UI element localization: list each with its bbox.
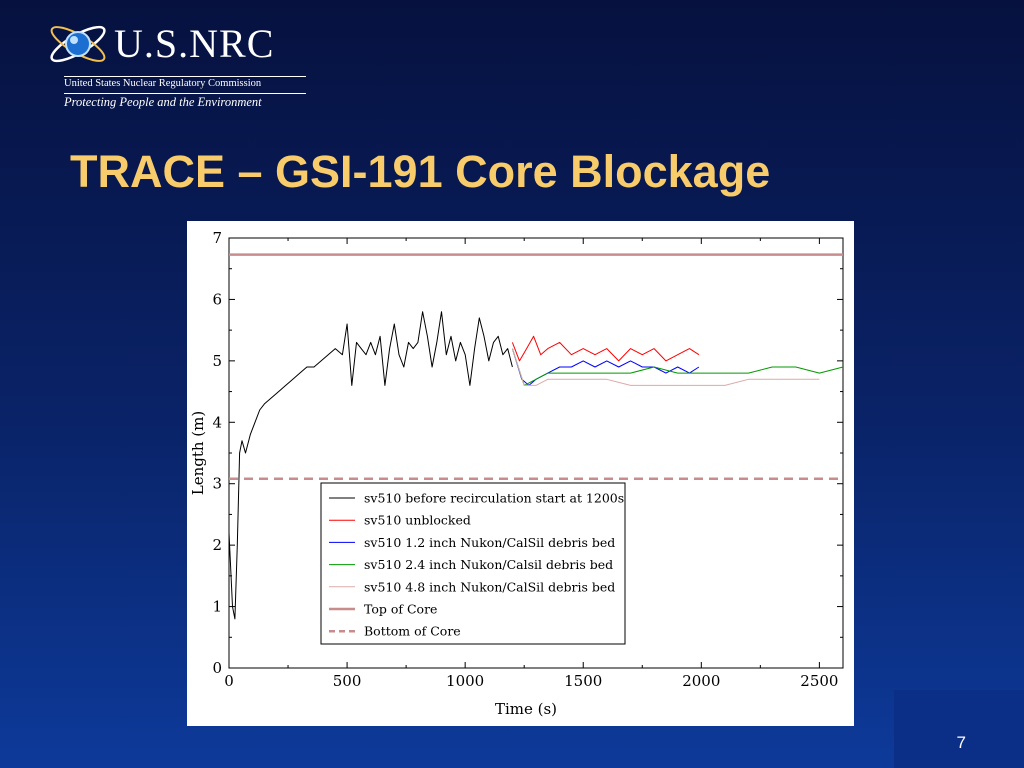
legend-box bbox=[320, 482, 626, 645]
x-tick-label: 0 bbox=[224, 672, 234, 690]
x-axis-label: Time (s) bbox=[495, 700, 557, 718]
x-tick-label: 1500 bbox=[564, 672, 602, 690]
logo-subtitle: United States Nuclear Regulatory Commiss… bbox=[64, 78, 262, 89]
legend-label: sv510 4.8 inch Nukon/CalSil debris bed bbox=[364, 579, 615, 594]
series-line-1 bbox=[511, 335, 700, 362]
chart-panel: 0 500 1000 1500 2000 2500 0 1 2 3 4 5 6 7 Time (s) Leng… bbox=[187, 221, 854, 726]
slide-title: TRACE – GSI-191 Core Blockage bbox=[70, 146, 771, 197]
logo-divider-2 bbox=[64, 93, 306, 94]
legend-label: Top of Core bbox=[364, 602, 437, 617]
page-number: 7 bbox=[956, 733, 966, 752]
logo-divider bbox=[64, 76, 306, 77]
corner-accent bbox=[894, 690, 1024, 768]
logo-tagline: Protecting People and the Environment bbox=[64, 95, 262, 109]
line-chart: 0 500 1000 1500 2000 2500 0 1 2 3 4 5 6 7 Time (s) Leng… bbox=[189, 229, 844, 718]
y-tick-label: 0 bbox=[212, 659, 222, 677]
series-line-3 bbox=[511, 348, 844, 386]
y-tick-label: 3 bbox=[212, 475, 222, 493]
nrc-logo: U.S.NRC United States Nuclear Regulatory… bbox=[44, 14, 314, 114]
series-line-0 bbox=[228, 311, 513, 620]
x-tick-label: 2000 bbox=[682, 672, 720, 690]
atom-logo-icon bbox=[50, 25, 106, 63]
legend-label: sv510 unblocked bbox=[364, 513, 471, 528]
series-line-4 bbox=[511, 348, 820, 386]
x-tick-label: 500 bbox=[333, 672, 362, 690]
x-tick-label: 1000 bbox=[446, 672, 484, 690]
x-tick-label: 2500 bbox=[800, 672, 838, 690]
y-tick-label: 1 bbox=[212, 598, 222, 616]
legend-label: Bottom of Core bbox=[364, 624, 461, 639]
legend-label: sv510 before recirculation start at 1200… bbox=[364, 491, 624, 506]
legend-label: sv510 2.4 inch Nukon/Calsil debris bed bbox=[364, 557, 613, 572]
y-tick-label: 4 bbox=[212, 413, 222, 431]
logo-name: U.S.NRC bbox=[114, 21, 275, 66]
y-tick-label: 5 bbox=[212, 352, 222, 370]
y-tick-label: 2 bbox=[212, 536, 222, 554]
y-tick-label: 6 bbox=[212, 290, 222, 308]
legend-label: sv510 1.2 inch Nukon/CalSil debris bed bbox=[364, 535, 615, 550]
y-tick-label: 7 bbox=[212, 229, 222, 247]
y-axis-label: Length (m) bbox=[189, 411, 207, 496]
